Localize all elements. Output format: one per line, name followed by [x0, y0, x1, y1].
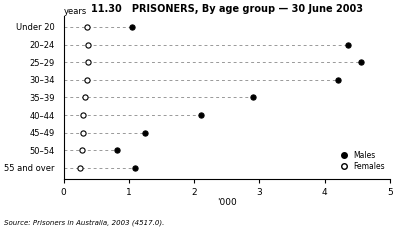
Point: [83, 25, 90, 29]
X-axis label: '000: '000: [217, 198, 237, 207]
Point: [85, 60, 92, 64]
Point: [80, 131, 87, 135]
Point: [198, 113, 204, 117]
Point: [80, 113, 87, 117]
Point: [250, 96, 256, 99]
Point: [85, 43, 92, 46]
Text: years: years: [64, 7, 87, 16]
Point: [142, 131, 148, 135]
Text: Source: Prisoners in Australia, 2003 (4517.0).: Source: Prisoners in Australia, 2003 (45…: [4, 219, 164, 226]
Point: [83, 78, 90, 82]
Title: 11.30   PRISONERS, By age group — 30 June 2003: 11.30 PRISONERS, By age group — 30 June …: [91, 4, 363, 14]
Point: [335, 78, 341, 82]
Point: [357, 60, 364, 64]
Point: [132, 166, 139, 170]
Point: [114, 148, 120, 152]
Legend: Males, Females: Males, Females: [335, 150, 386, 171]
Point: [77, 166, 83, 170]
Point: [129, 25, 135, 29]
Point: [79, 148, 85, 152]
Point: [81, 96, 88, 99]
Point: [344, 43, 351, 46]
